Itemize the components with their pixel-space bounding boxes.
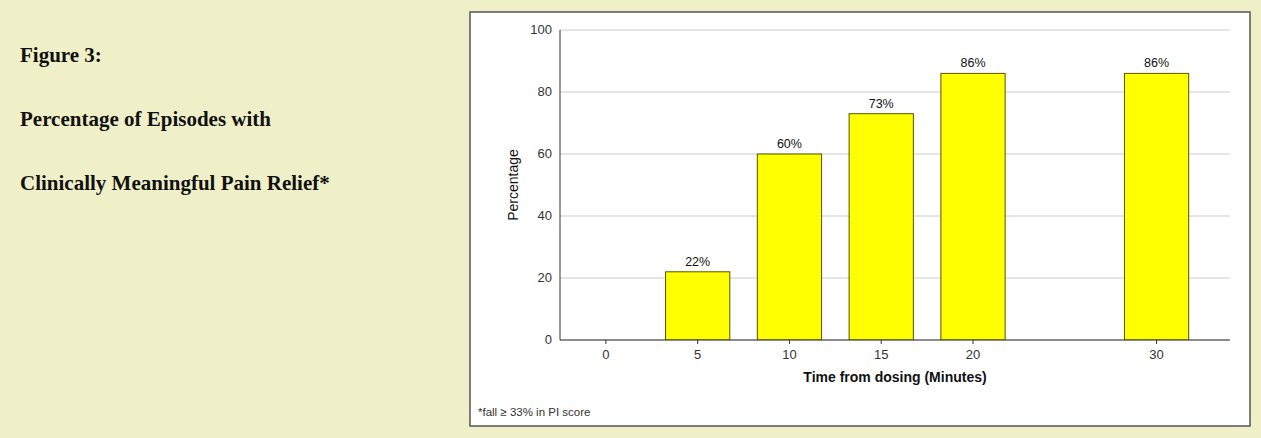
x-tick xyxy=(973,340,974,344)
chart-svg: Figure 3: Percentage of Episodes with Clin… xyxy=(0,0,1261,438)
x-tick xyxy=(789,340,790,344)
y-tick-label: 80 xyxy=(538,84,552,99)
bars xyxy=(666,73,1189,340)
x-tick-label: 20 xyxy=(966,347,980,362)
x-axis-label: Time from dosing (Minutes) xyxy=(803,369,986,385)
title-line: Percentage of Episodes with xyxy=(20,107,271,131)
bar xyxy=(941,73,1005,340)
grid-line xyxy=(560,340,1230,341)
title-line: Figure 3: xyxy=(20,43,102,67)
chart-container: Figure 3: Percentage of Episodes with Clin… xyxy=(0,0,1261,438)
x-tick-label: 5 xyxy=(694,347,701,362)
grid-line xyxy=(560,30,1230,31)
y-tick-label: 100 xyxy=(530,22,552,37)
bar xyxy=(1124,73,1188,340)
panel-border xyxy=(470,12,1250,426)
x-tick xyxy=(697,340,698,344)
x-tick-label: 0 xyxy=(602,347,609,362)
x-tick xyxy=(881,340,882,344)
data-labels: 22% 60% 73% 86% 86% xyxy=(685,56,1169,268)
x-axis-line xyxy=(560,340,1230,341)
bar xyxy=(757,154,821,340)
bar xyxy=(666,272,730,340)
x-tick-label: 30 xyxy=(1149,347,1163,362)
y-tick-label: 40 xyxy=(538,208,552,223)
y-tick-label: 20 xyxy=(538,270,552,285)
data-label: 60% xyxy=(777,137,802,151)
bar xyxy=(849,114,913,340)
x-tick-label: 15 xyxy=(874,347,888,362)
x-tick xyxy=(605,340,606,344)
x-tick-label: 10 xyxy=(782,347,796,362)
data-label: 86% xyxy=(1144,56,1169,70)
x-tick xyxy=(1156,340,1157,344)
title-line: Clinically Meaningful Pain Relief* xyxy=(20,171,330,195)
data-label: 73% xyxy=(869,97,894,111)
data-label: 22% xyxy=(685,255,710,269)
data-label: 86% xyxy=(960,56,985,70)
footnote: *fall ≥ 33% in PI score xyxy=(478,406,590,418)
y-axis-label: Percentage xyxy=(505,149,521,221)
y-axis-line xyxy=(560,30,561,340)
y-tick-label: 60 xyxy=(538,146,552,161)
y-tick-label: 0 xyxy=(545,332,552,347)
